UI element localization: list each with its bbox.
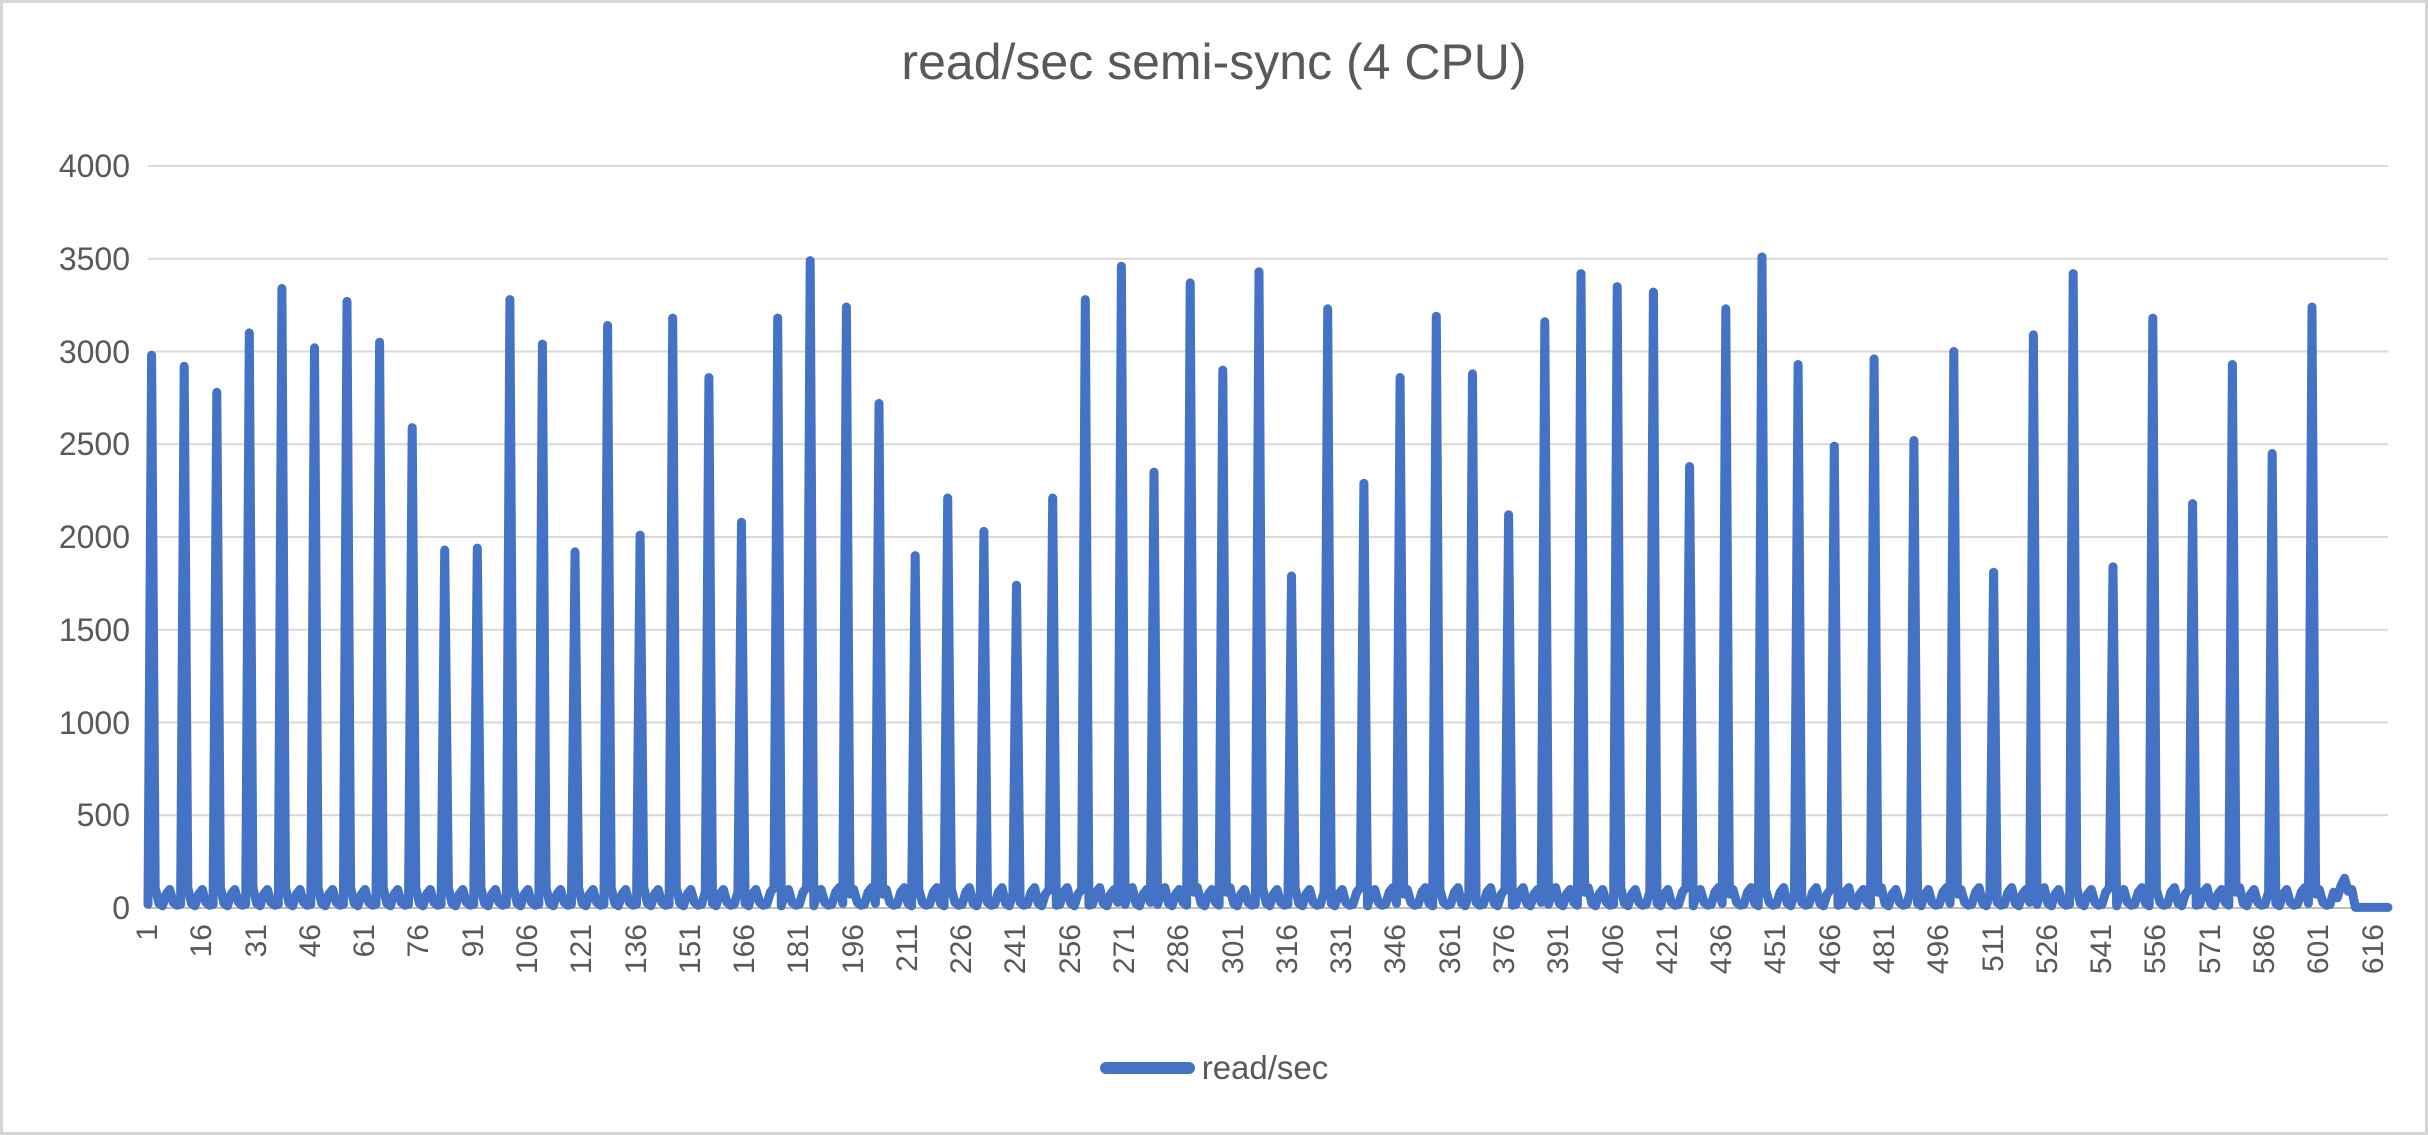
x-axis-tick-label: 226 (945, 924, 979, 975)
x-axis-tick-label: 211 (890, 924, 924, 972)
chart-title: read/sec semi-sync (4 CPU) (901, 34, 1527, 90)
x-axis-tick-label: 451 (1759, 924, 1793, 975)
x-axis-tick-label: 61 (348, 924, 382, 958)
x-axis-tick-label: 301 (1216, 924, 1250, 975)
x-axis-tick-label: 1 (131, 924, 164, 941)
x-axis-tick-label: 616 (2356, 924, 2390, 975)
x-axis-tick-label: 481 (1867, 924, 1901, 975)
x-axis-tick-label: 316 (1270, 924, 1304, 975)
x-axis-tick-label: 571 (2193, 924, 2227, 975)
legend-series-label: read/sec (1201, 1049, 1329, 1086)
x-axis-tick-label: 331 (1325, 924, 1359, 975)
x-axis-tick-label: 286 (1162, 924, 1196, 975)
x-axis-tick-label: 541 (2085, 924, 2119, 975)
x-axis-tick-label: 511 (1976, 924, 2010, 972)
x-axis-tick-label: 31 (239, 924, 273, 958)
x-axis-tick-label: 376 (1488, 924, 1522, 975)
x-axis-tick-label: 601 (2302, 924, 2336, 975)
series-line-read-sec (143, 252, 2393, 912)
x-axis-tick-label: 436 (1705, 924, 1739, 975)
y-axis-tick-label: 1000 (58, 704, 130, 741)
x-axis-tick-label: 76 (402, 924, 436, 958)
legend: read/sec (3, 1048, 2425, 1088)
x-axis-tick-label: 586 (2247, 924, 2281, 975)
x-axis-tick-label: 421 (1650, 924, 1684, 975)
plot-area (143, 165, 2393, 912)
y-axis-tick-label: 0 (112, 890, 130, 926)
y-axis-tick-label: 4000 (58, 148, 130, 184)
x-axis-tick-label: 496 (1922, 924, 1956, 975)
x-axis-tick-label: 241 (999, 924, 1033, 975)
x-axis-tick-label: 271 (1108, 924, 1142, 975)
x-axis-tick-label: 406 (1596, 924, 1630, 975)
x-axis-tick-label: 121 (565, 924, 599, 975)
y-axis-tick-label: 1500 (58, 611, 130, 648)
y-axis-tick-label: 2500 (58, 426, 130, 463)
x-axis-tick-label: 196 (836, 924, 870, 975)
x-axis-tick-label: 526 (2030, 924, 2064, 975)
y-axis-tick-label: 2000 (58, 519, 130, 555)
x-axis-tick-label: 16 (185, 924, 219, 958)
y-axis-tick-label: 500 (76, 797, 130, 834)
x-axis-tick-label: 556 (2139, 924, 2173, 975)
x-axis-tick-label: 256 (1053, 924, 1087, 975)
x-axis-tick-label: 391 (1542, 924, 1576, 975)
x-axis-tick-label: 466 (1813, 924, 1847, 975)
legend-line-marker-icon (1099, 1062, 1195, 1074)
y-axis-tick-label: 3500 (58, 240, 130, 277)
y-axis-tick-label: 3000 (58, 333, 130, 370)
x-axis-tick-label: 166 (728, 924, 762, 975)
x-axis-tick-label: 181 (782, 924, 816, 975)
x-axis-tick-label: 136 (619, 924, 653, 975)
x-axis-tick-label: 361 (1433, 924, 1467, 975)
x-axis-tick-label: 46 (293, 924, 327, 958)
x-axis-tick-label: 151 (673, 924, 707, 975)
x-axis-tick-label: 106 (510, 924, 544, 975)
x-axis-tick-label: 346 (1379, 924, 1413, 975)
x-axis-tick-label: 91 (456, 924, 490, 958)
